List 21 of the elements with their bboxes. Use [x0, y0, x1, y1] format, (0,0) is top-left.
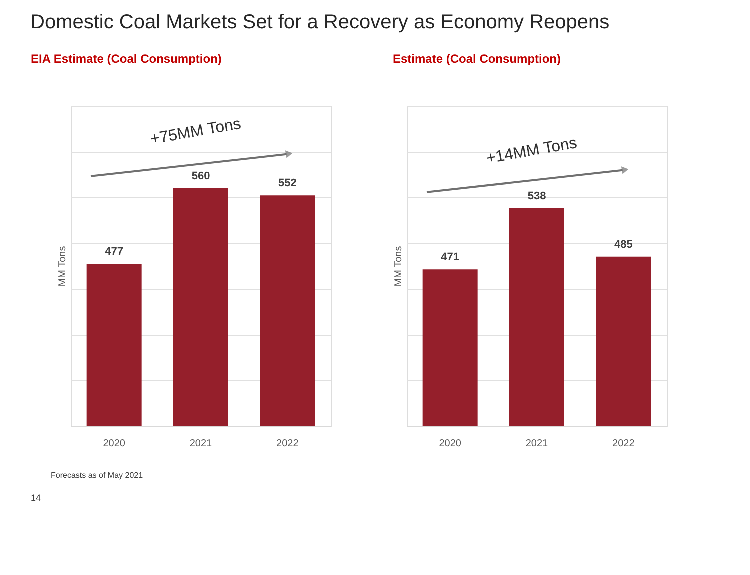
chart-title: Domestic Coal Markets Set for a Recovery as Economy Reopens: [30, 12, 610, 34]
annotation: +14MM Tons: [485, 134, 579, 168]
y-axis-title: MM Tons: [58, 246, 68, 287]
data-label: 538: [528, 190, 546, 202]
x-tick-label: 2020: [103, 438, 126, 450]
x-tick-label: 2021: [190, 438, 213, 450]
x-tick-label: 2022: [612, 438, 636, 450]
chart-subtitle: EIA Estimate (Coal Consumption): [31, 52, 222, 66]
data-label: 560: [192, 170, 210, 182]
data-label: 477: [105, 246, 124, 258]
text: 14: [31, 493, 42, 503]
x-tick-label: 2022: [276, 438, 300, 450]
data-label: 552: [278, 178, 297, 190]
text: Forecasts as of May 2021: [51, 471, 144, 480]
data-label: 471: [441, 252, 460, 264]
x-tick-label: 2020: [439, 438, 462, 450]
x-tick-label: 2021: [526, 438, 549, 450]
data-label: 485: [614, 238, 633, 251]
chart-subtitle: Estimate (Coal Consumption): [393, 52, 562, 66]
y-axis-title: MM Tons: [394, 246, 404, 287]
annotation: +75MM Tons: [149, 116, 243, 148]
